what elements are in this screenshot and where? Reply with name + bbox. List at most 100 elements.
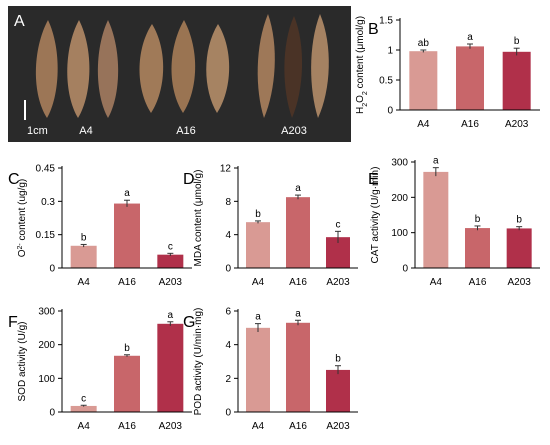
bar [506, 228, 532, 268]
y-tick-label: 12 [220, 164, 232, 175]
bar [157, 254, 184, 268]
significance-letter: c [81, 393, 86, 404]
significance-letter: b [514, 36, 520, 47]
y-tick-label: 100 [391, 228, 408, 239]
y-axis-label: MDA content (μmol/g) [193, 170, 204, 267]
y-axis-label: POD activity (U/min·mg) [193, 308, 204, 416]
bar [286, 197, 310, 268]
photo-label-a203: A203 [281, 125, 307, 137]
x-tick-label: A203 [507, 277, 531, 288]
panel-letter: C [8, 171, 20, 188]
bar [326, 369, 350, 412]
y-tick-label: 0.5 [379, 76, 393, 87]
x-tick-label: A4 [417, 119, 430, 130]
leaf-image [35, 20, 58, 118]
leaf-image [206, 24, 230, 113]
significance-letter: ab [418, 38, 430, 49]
y-tick-label: 0 [225, 264, 231, 275]
y-tick-label: 300 [38, 307, 55, 318]
y-tick-label: 0 [225, 408, 231, 419]
significance-letter: a [467, 32, 473, 43]
bar [502, 51, 531, 110]
significance-letter: b [475, 214, 481, 225]
bar [246, 327, 270, 412]
bar [70, 245, 97, 268]
leaves-a4 [35, 20, 119, 118]
x-tick-label: A4 [78, 277, 91, 288]
x-tick-label: A203 [326, 277, 350, 288]
panel-letter: F [8, 314, 18, 331]
leaf-image [139, 24, 164, 113]
photo-label-a16: A16 [176, 125, 196, 137]
x-tick-label: A16 [461, 119, 479, 130]
scale-bar-label: 1cm [27, 125, 48, 137]
bar [286, 322, 310, 412]
y-tick-label: 0.3 [41, 197, 55, 208]
bar [465, 228, 490, 268]
y-tick-label: 0 [387, 106, 393, 117]
panel-c-o2-chart: Cb A4 a A16 c A203 0 0.15 0.3 0.45 O2- content (ug… [8, 164, 192, 288]
x-tick-label: A203 [505, 119, 529, 130]
y-tick-label: 0.15 [36, 230, 56, 241]
bar [423, 171, 449, 268]
y-tick-label: 4 [225, 340, 231, 351]
y-tick-label: 4 [225, 230, 231, 241]
significance-letter: b [81, 232, 87, 243]
leaves-a203 [257, 14, 329, 118]
x-tick-label: A4 [252, 277, 265, 288]
y-tick-label: 200 [38, 340, 55, 351]
significance-letter: a [295, 183, 301, 194]
leaf-image [171, 20, 196, 113]
y-tick-label: 1.5 [379, 16, 393, 27]
panel-letter: G [183, 314, 195, 331]
y-axis-label: O2- content (ug/g) [17, 179, 29, 258]
x-tick-label: A4 [430, 277, 443, 288]
x-tick-label: A16 [118, 421, 136, 432]
significance-letter: a [433, 156, 439, 167]
significance-letter: b [335, 354, 341, 365]
x-tick-label: A4 [252, 421, 265, 432]
panel-letter: E [368, 171, 379, 188]
y-tick-label: 6 [225, 307, 231, 318]
y-axis-label: H2O2 content (μmol/g) [355, 16, 369, 114]
leaf-image [97, 20, 119, 118]
y-tick-label: 300 [391, 158, 408, 169]
leaf-image [284, 16, 303, 118]
leaf-image [311, 14, 329, 118]
y-tick-label: 0.45 [36, 164, 56, 175]
leaf-image [257, 14, 275, 118]
leaf-image [67, 20, 90, 118]
bar [114, 355, 140, 412]
x-tick-label: A16 [289, 277, 307, 288]
x-tick-label: A16 [289, 421, 307, 432]
panel-letter: B [368, 21, 379, 38]
panel-e-cat-chart: Ea A4 b A16 b A203 0 100 200 300 CAT activity (U/g… [368, 156, 540, 288]
x-tick-label: A203 [326, 421, 350, 432]
x-tick-label: A4 [78, 421, 91, 432]
y-axis-label: CAT activity (U/g·min) [370, 167, 381, 264]
y-tick-label: 0 [49, 264, 55, 275]
panel-a-photo: A 1cm A4 A16 A203 [8, 6, 351, 142]
x-tick-label: A203 [159, 277, 183, 288]
significance-letter: b [516, 215, 522, 226]
significance-letter: a [168, 310, 174, 321]
y-tick-label: 8 [225, 197, 231, 208]
leaves-a16 [139, 20, 230, 113]
x-tick-label: A203 [159, 421, 183, 432]
y-tick-label: 0 [49, 408, 55, 419]
significance-letter: a [124, 188, 130, 199]
bar [246, 222, 270, 268]
y-tick-label: 0 [402, 264, 408, 275]
y-tick-label: 100 [38, 374, 55, 385]
photo-label-a4: A4 [79, 125, 92, 137]
x-tick-label: A16 [118, 277, 136, 288]
bar [114, 203, 140, 268]
significance-letter: c [168, 241, 173, 252]
significance-letter: c [336, 219, 341, 230]
panel-letter-a: A [14, 13, 25, 30]
significance-letter: b [124, 343, 130, 354]
significance-letter: a [295, 308, 301, 319]
y-tick-label: 1 [387, 46, 393, 57]
